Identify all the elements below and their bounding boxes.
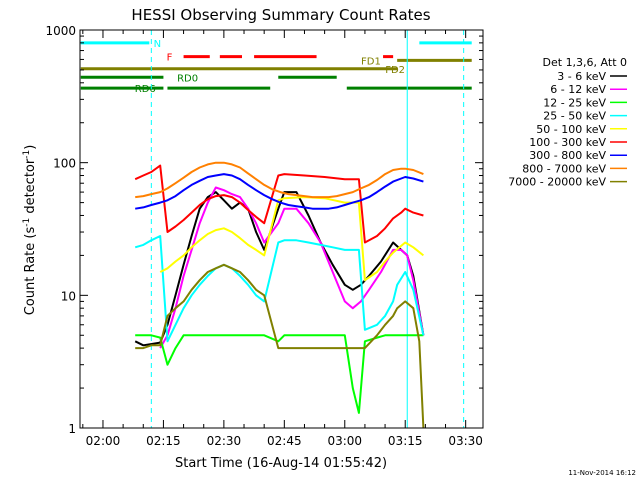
series-line-7 (135, 173, 424, 210)
legend-label: 7000 - 20000 keV (508, 176, 606, 189)
flag-label-n: N (154, 39, 161, 50)
legend-header: Det 1,3,6, Att 0 (543, 56, 627, 69)
vertical-markers (150, 30, 465, 428)
y-axis: 1 10 100 1000 (45, 24, 483, 436)
x-axis-label: Start Time (16-Aug-14 01:55:42) (175, 456, 387, 471)
legend-label: 100 - 300 keV (529, 136, 606, 149)
y-label-sup1: -1 (22, 218, 32, 227)
flag-label-fd2: FD2 (385, 65, 405, 76)
flag-label-rd6: RD6 (135, 84, 156, 95)
x-tick-label: 02:15 (146, 434, 181, 448)
x-tick-label: 03:15 (388, 434, 423, 448)
series-line-5 (159, 196, 425, 282)
flag-label-fd1: FD1 (361, 56, 381, 67)
x-tick-label: 03:30 (448, 434, 483, 448)
y-axis-label: Count Rate (s-1 detector-1) (22, 145, 38, 316)
series-line-4 (134, 235, 425, 343)
series-lines (134, 161, 425, 428)
series-line-6 (134, 164, 424, 244)
legend-label: 12 - 25 keV (543, 96, 606, 109)
legend-label: 6 - 12 keV (550, 83, 606, 96)
legend-label: 50 - 100 keV (536, 123, 606, 136)
series-line-9 (135, 263, 425, 428)
footer-date: 11-Nov-2014 16:12 (568, 469, 636, 477)
series-line-3 (135, 334, 424, 414)
y-label-main: Count Rate (s (23, 227, 38, 316)
x-tick-label: 02:00 (86, 434, 121, 448)
y-label-end: ) (23, 145, 38, 150)
series-line-2 (159, 186, 425, 349)
legend-label: 800 - 7000 keV (522, 162, 606, 175)
legend-label: 300 - 800 keV (529, 149, 606, 162)
legend-label: 25 - 50 keV (543, 110, 606, 123)
y-tick-label: 10 (61, 289, 76, 303)
flag-label-rd0: RD0 (177, 73, 198, 84)
y-tick-label: 1000 (45, 24, 76, 38)
plot-frame (79, 29, 484, 429)
y-label-sup2: -1 (22, 150, 32, 159)
y-tick-label: 100 (53, 157, 76, 171)
legend-label: 3 - 6 keV (557, 70, 606, 83)
y-tick-label: 1 (68, 422, 76, 436)
x-tick-label: 03:00 (327, 434, 362, 448)
x-tick-label: 02:30 (207, 434, 242, 448)
x-axis: 02:00 02:15 02:30 02:45 03:00 03:15 03:30 (82, 30, 483, 448)
chart-title: HESSI Observing Summary Count Rates (131, 6, 430, 24)
y-label-mid: detector (23, 158, 38, 218)
series-line-8 (135, 161, 424, 199)
flag-label-f: F (167, 53, 173, 64)
flag-bars: NF FD1 FD2 RD0 RD6 (80, 39, 472, 95)
x-tick-label: 02:45 (267, 434, 302, 448)
